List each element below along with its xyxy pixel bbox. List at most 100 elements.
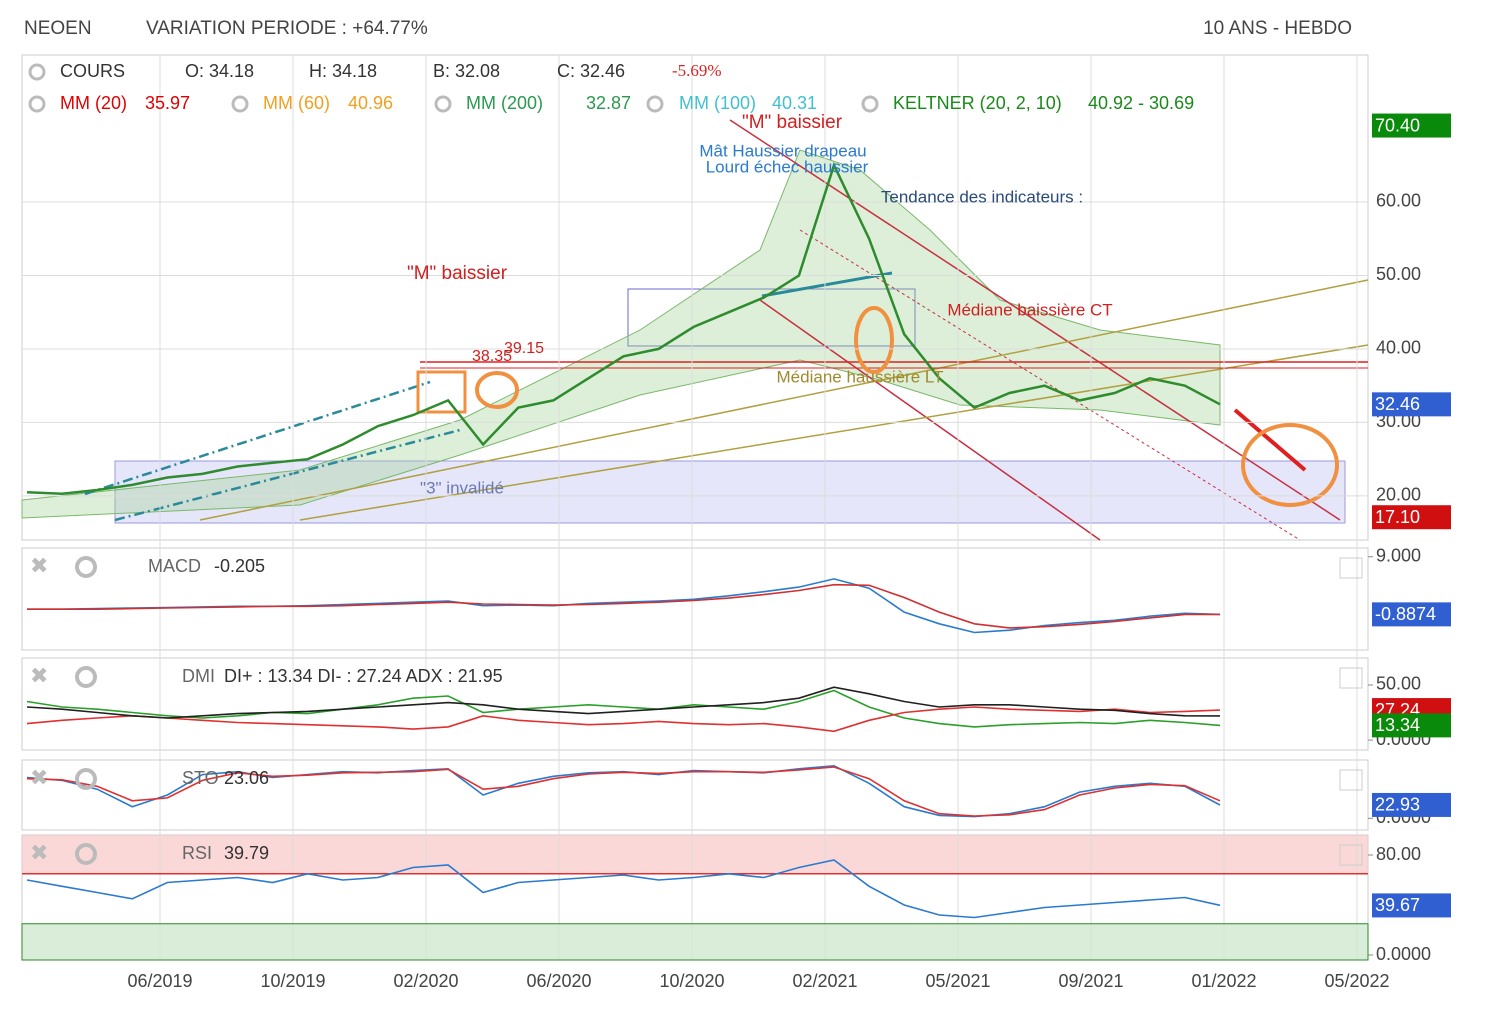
indicator-value: 23.06 <box>224 768 269 788</box>
gear-icon <box>861 95 879 113</box>
close-icon: ✖ <box>30 765 48 790</box>
x-tick-label: 10/2019 <box>260 971 325 991</box>
support-zone <box>114 460 1346 524</box>
y-tick-label: 60.00 <box>1376 191 1421 211</box>
y-tick-label: 0.0000 <box>1376 944 1431 964</box>
value-badge <box>1372 602 1451 627</box>
ohlc-label: O: 34.18 <box>185 61 254 81</box>
close-icon: ✖ <box>30 840 48 865</box>
annotation: Mât Haussier drapeau <box>699 141 866 160</box>
trend-line <box>299 344 1369 521</box>
circle <box>854 306 894 374</box>
series-line <box>26 689 1221 728</box>
panels <box>21 54 1369 961</box>
symbol: NEOEN <box>24 18 92 39</box>
x-tick-label: 05/2022 <box>1324 971 1389 991</box>
annotation: Médiane baissière CT <box>947 300 1112 319</box>
value-badge <box>1372 792 1451 817</box>
y-tick-label: 20.00 <box>1376 485 1421 505</box>
indicator-name: MACD <box>148 556 201 576</box>
value-badge <box>1372 392 1451 417</box>
arrow-line <box>1233 408 1307 472</box>
panel-toggle <box>1339 667 1363 689</box>
drawings <box>21 119 1369 873</box>
legend-value: 40.96 <box>348 93 393 113</box>
dmi-panel <box>21 657 1369 751</box>
ohlc-label: C: 32.46 <box>557 61 625 81</box>
annotation: "M" baissier <box>742 112 843 133</box>
indicator-name: DMI <box>182 666 215 686</box>
gear-icon <box>75 556 97 578</box>
value-badge <box>1372 893 1451 918</box>
value-badge-label: -0.8874 <box>1375 604 1436 624</box>
x-tick-label: 10/2020 <box>659 971 724 991</box>
value-badge-label: 13.34 <box>1375 715 1420 735</box>
x-tick-label: 06/2020 <box>526 971 591 991</box>
annotation: 39.15 <box>504 340 544 357</box>
value-badge <box>1372 113 1451 138</box>
gear-icon <box>231 95 249 113</box>
gear-icon <box>28 63 46 81</box>
oversold-zone <box>21 923 1369 961</box>
legend-label: MM (60) <box>263 93 330 113</box>
series-line <box>26 686 1221 719</box>
trend-line <box>199 279 1369 521</box>
annotation: Tendance des indicateurs : <box>881 187 1083 206</box>
annotation: Médiane haussière LT <box>777 367 944 386</box>
close-icon: ✖ <box>30 553 48 578</box>
value-badge-label: 22.93 <box>1375 795 1420 815</box>
gear-icon <box>646 95 664 113</box>
x-tick-label: 02/2021 <box>792 971 857 991</box>
indicator-value: DI+ : 13.34 DI- : 27.24 ADX : 21.95 <box>224 666 503 686</box>
y-tick-label: 80.00 <box>1376 844 1421 864</box>
value-badge-label: 17.10 <box>1375 507 1420 527</box>
x-tick-label: 06/2019 <box>127 971 192 991</box>
panel-toggle <box>1339 844 1363 866</box>
value-badge-label: 39.67 <box>1375 895 1420 915</box>
value-badge <box>1372 505 1451 530</box>
gear-icon <box>75 666 97 688</box>
panel-toggle <box>1339 557 1363 579</box>
target-circle <box>1241 423 1339 507</box>
legend-value: 32.87 <box>586 93 631 113</box>
indicator-value: 39.79 <box>224 843 269 863</box>
series-line <box>27 583 1220 629</box>
overbought-zone <box>22 835 1368 873</box>
legend-label: MM (20) <box>60 93 127 113</box>
close-icon: ✖ <box>30 663 48 688</box>
series-line <box>26 706 1221 733</box>
value-badge-label: 70.40 <box>1375 115 1420 135</box>
y-tick-label: 40.00 <box>1376 338 1421 358</box>
indicator-name: RSI <box>182 843 212 863</box>
x-tick-label: 09/2021 <box>1058 971 1123 991</box>
variation: VARIATION PERIODE : +64.77% <box>146 18 428 39</box>
legend-label: COURS <box>60 61 125 81</box>
x-tick-label: 02/2020 <box>393 971 458 991</box>
gear-icon <box>75 768 97 790</box>
price-panel <box>21 54 1369 541</box>
legend-value: 40.92 - 30.69 <box>1088 93 1194 113</box>
gear-icon <box>75 843 97 865</box>
arrow-line <box>761 271 893 298</box>
dashdot-line <box>84 380 431 496</box>
channel-line <box>759 299 1101 541</box>
y-tick-label: 9.000 <box>1376 545 1421 565</box>
indicator-name: STO <box>182 768 219 788</box>
series-line <box>26 766 1221 817</box>
indicator-value: -0.205 <box>214 556 265 576</box>
series-line <box>26 161 1221 495</box>
channel-line <box>729 119 1341 521</box>
range-box <box>627 288 916 347</box>
x-tick-label: 01/2022 <box>1191 971 1256 991</box>
box <box>416 370 467 414</box>
plot: 06/2019 10/2019 02/2020 06/2020 10/2020 02/20… <box>21 55 1451 991</box>
value-badge-label: 32.46 <box>1375 394 1420 414</box>
legend-label: MM (200) <box>466 93 543 113</box>
gear-icon <box>28 95 46 113</box>
period: 10 ANS - HEBDO <box>1203 18 1352 39</box>
y-tick-label: 50.00 <box>1376 674 1421 694</box>
legend-label: MM (100) <box>679 93 756 113</box>
legend-label: KELTNER (20, 2, 10) <box>893 93 1062 113</box>
legend-value: 35.97 <box>145 93 190 113</box>
